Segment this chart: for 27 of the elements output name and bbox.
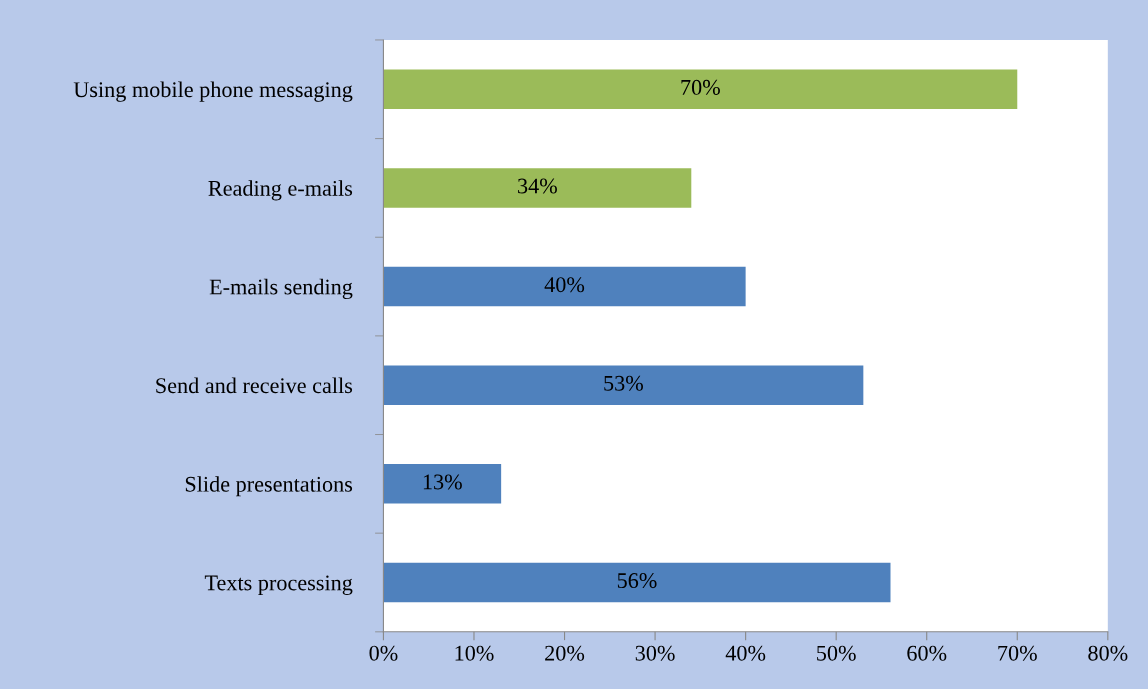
- bar: [383, 464, 502, 504]
- x-tick-label: 60%: [907, 645, 947, 661]
- data-label: 53%: [604, 375, 643, 391]
- data-label: 34%: [518, 178, 557, 194]
- bar: [383, 168, 692, 208]
- x-tick-label: 20%: [545, 645, 585, 661]
- x-tick-label: 50%: [817, 645, 856, 661]
- x-tick-label: 10%: [455, 645, 494, 661]
- y-tick-label: Reading e-mails: [208, 180, 353, 201]
- y-tick-label: Send and receive calls: [156, 377, 353, 394]
- bar: [383, 69, 1018, 110]
- x-tick-label: 0%: [369, 645, 398, 661]
- y-tick-label: E-mails sending: [209, 278, 353, 300]
- data-label: 40%: [544, 277, 585, 293]
- data-label: 56%: [617, 573, 657, 589]
- y-tick-label: Using mobile phone messaging: [73, 81, 353, 102]
- x-tick-label: 30%: [635, 645, 675, 661]
- bar: [383, 562, 891, 603]
- x-tick-label: 80%: [1088, 645, 1128, 661]
- x-tick-label: 40%: [725, 645, 766, 661]
- bar: [383, 365, 864, 405]
- x-tick-label: 70%: [998, 645, 1037, 661]
- y-tick-label: Slide presentations: [185, 476, 353, 497]
- bar: [383, 266, 746, 307]
- data-label: 13%: [423, 474, 462, 490]
- data-label: 70%: [681, 79, 720, 95]
- y-tick-label: Texts processing: [204, 575, 353, 595]
